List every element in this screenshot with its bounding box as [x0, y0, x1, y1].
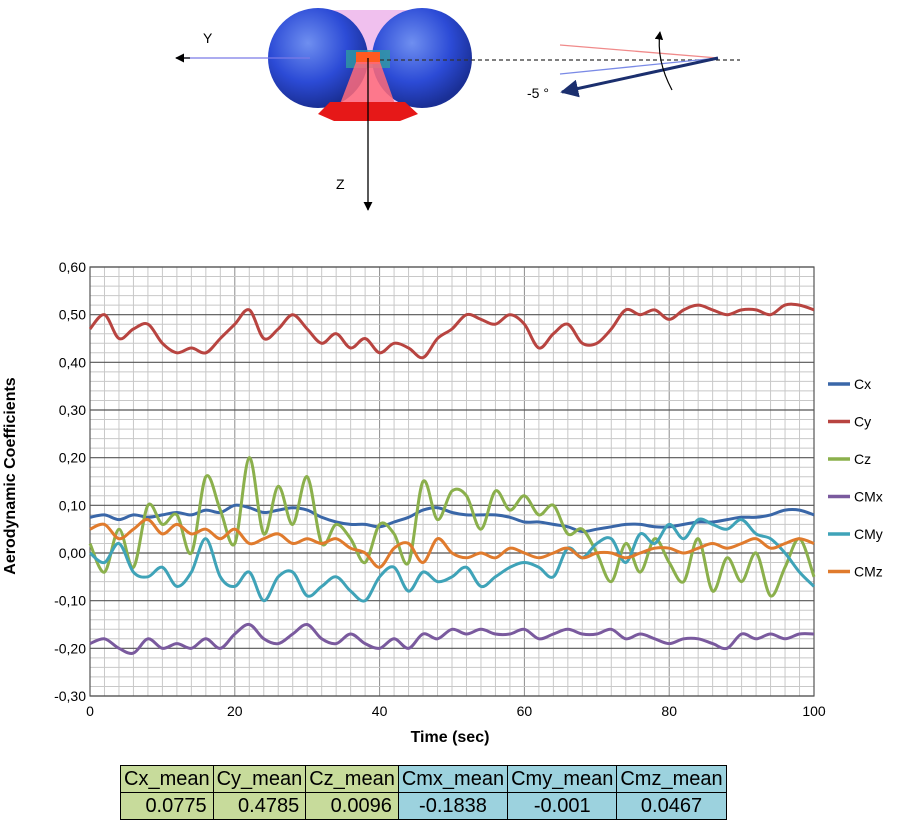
legend-label: Cy [854, 414, 871, 430]
mean-values-table: Cx_mean Cy_mean Cz_mean Cmx_mean Cmy_mean Cmz… [120, 765, 727, 820]
series-line-cy [88, 302, 815, 360]
x-tick-labels: 0 20 40 60 80 100 [86, 703, 826, 719]
y-tick-label: 0,10 [59, 497, 86, 513]
legend: Cx Cy Cz CMx CMy CMz [828, 376, 883, 580]
x-tick-label: 60 [517, 703, 533, 719]
table-header-cell: Cmx_mean [397, 765, 509, 793]
right-sphere [372, 8, 472, 108]
direction-arrow [560, 56, 719, 98]
plot-frame [89, 266, 815, 697]
legend-label: CMy [854, 526, 883, 542]
table-header-cell: Cy_mean [212, 765, 307, 793]
series-line-cmy [89, 517, 816, 603]
table-header-cell: Cx_mean [120, 765, 214, 793]
reference-ray-blue [559, 57, 719, 75]
legend-label: Cz [854, 451, 871, 467]
table-header-row: Cx_mean Cy_mean Cz_mean Cmx_mean Cmy_mean Cmz… [120, 765, 727, 793]
y-tick-label: 0,00 [59, 545, 86, 561]
table-value-cell: 0.0096 [305, 792, 399, 820]
rotation-arrow [654, 31, 673, 91]
table-value-cell: 0.0467 [616, 792, 727, 820]
table-value-row: 0.0775 0.4785 0.0096 -0.1838 -0.001 0.0467 [120, 792, 727, 820]
table-header-cell: Cmz_mean [616, 765, 727, 793]
legend-label: Cx [854, 376, 871, 392]
series-lines [88, 302, 816, 655]
table-value-cell: -0.001 [507, 792, 618, 820]
x-tick-label: 40 [372, 703, 388, 719]
legend-label: CMz [854, 564, 883, 580]
axis-diagram: Y Z -5 ° [175, 8, 740, 211]
table-header-cell: Cmy_mean [507, 765, 618, 793]
left-sphere [268, 8, 368, 108]
table-value-cell: 0.4785 [212, 792, 307, 820]
angle-label: -5 ° [527, 85, 549, 101]
grid [89, 266, 815, 697]
reference-ray-red [559, 44, 719, 59]
x-tick-label: 80 [661, 703, 677, 719]
x-tick-label: 20 [227, 703, 243, 719]
y-axis-title: Aerodynamic Coefficients [2, 377, 19, 574]
aero-coefficients-chart: -0,30 -0,20 -0,10 0,00 0,10 0,20 0,30 0,40 0,50 0… [2, 259, 883, 746]
vehicle-body [268, 8, 472, 121]
x-axis-title: Time (sec) [411, 729, 490, 746]
y-tick-label: 0,40 [59, 354, 86, 370]
y-tick-label: -0,20 [54, 640, 86, 656]
y-tick-label: -0,30 [54, 688, 86, 704]
table-header-cell: Cz_mean [305, 765, 399, 793]
series-line-cmx [89, 622, 815, 655]
table-value-cell: 0.0775 [120, 792, 214, 820]
y-tick-label: 0,60 [59, 259, 86, 275]
series-line-cmz [89, 518, 815, 569]
y-axis-label: Y [203, 30, 213, 46]
legend-label: CMx [854, 489, 883, 505]
table-value-cell: -0.1838 [397, 792, 509, 820]
y-tick-label: 0,30 [59, 402, 86, 418]
z-axis-label: Z [336, 176, 345, 192]
y-tick-label: -0,10 [54, 593, 86, 609]
y-tick-labels: -0,30 -0,20 -0,10 0,00 0,10 0,20 0,30 0,40 0,50 0… [54, 259, 86, 704]
y-tick-label: 0,50 [59, 307, 86, 323]
series-line-cz [88, 456, 816, 598]
y-tick-label: 0,20 [59, 450, 86, 466]
x-tick-label: 0 [86, 703, 94, 719]
x-tick-label: 100 [802, 703, 826, 719]
